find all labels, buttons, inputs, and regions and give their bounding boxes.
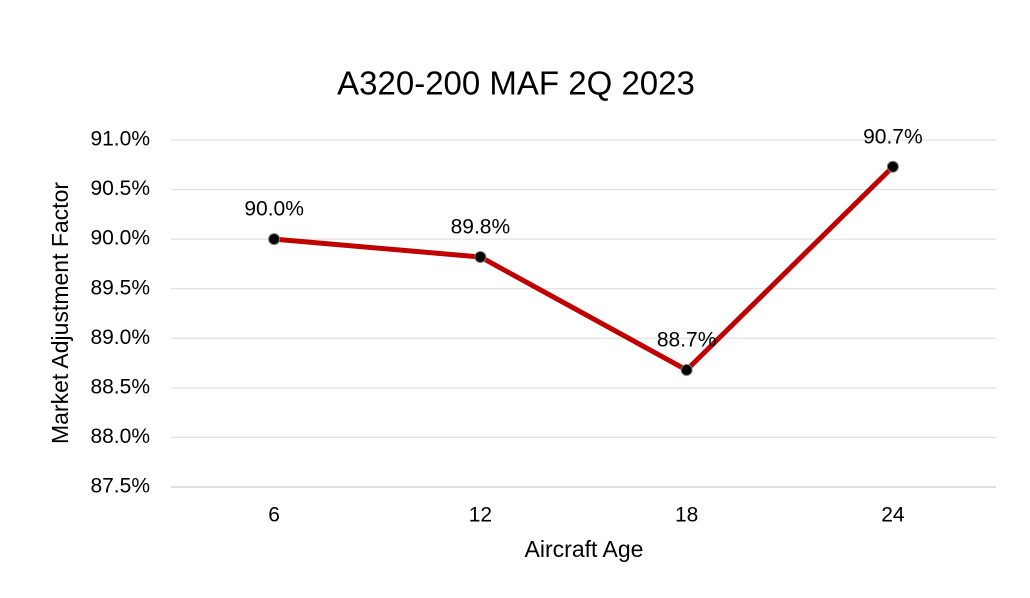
- x-tick-label: 24: [881, 504, 905, 527]
- data-label: 89.8%: [451, 216, 511, 239]
- y-tick-label: 90.0%: [90, 227, 150, 250]
- y-tick-label: 90.5%: [90, 177, 150, 200]
- y-axis-label: Market Adjustment Factor: [47, 182, 73, 444]
- y-tick-label: 87.5%: [90, 475, 150, 498]
- x-tick-label: 18: [675, 504, 698, 527]
- x-tick-label: 6: [268, 504, 280, 527]
- data-label: 90.7%: [863, 125, 923, 148]
- chart-title: A320-200 MAF 2Q 2023: [337, 65, 695, 102]
- x-tick-label: 12: [469, 504, 492, 527]
- data-point: [886, 160, 899, 173]
- data-line: [273, 164, 895, 373]
- y-tick-label: 88.0%: [90, 425, 150, 448]
- data-point: [268, 233, 281, 246]
- data-point: [680, 364, 693, 377]
- y-tick-label: 89.5%: [90, 276, 150, 299]
- x-axis-label: Aircraft Age: [525, 536, 644, 562]
- y-tick-label: 91.0%: [90, 128, 150, 151]
- data-label: 90.0%: [244, 198, 304, 221]
- data-label: 88.7%: [657, 329, 717, 352]
- data-point: [474, 250, 487, 263]
- y-tick-label: 89.0%: [90, 326, 150, 349]
- y-tick-label: 88.5%: [90, 375, 150, 398]
